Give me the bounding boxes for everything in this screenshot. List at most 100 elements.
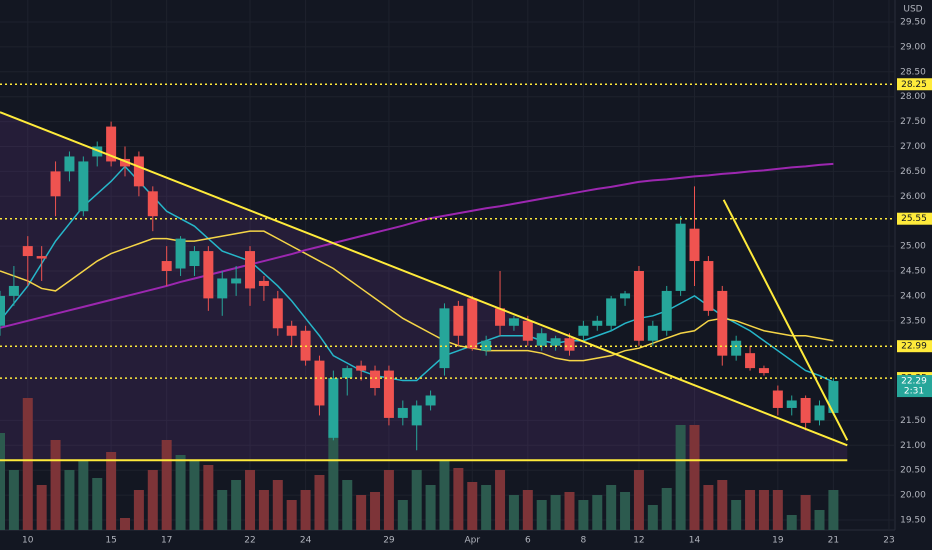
candle-body bbox=[800, 397, 811, 423]
volume-bar bbox=[467, 482, 478, 530]
candle-body bbox=[272, 298, 283, 329]
volume-bar bbox=[717, 480, 728, 530]
moving-average bbox=[0, 230, 834, 362]
level-label-box bbox=[897, 340, 932, 353]
volume-bar bbox=[564, 492, 575, 530]
volume-bar bbox=[592, 495, 603, 530]
volume-bar bbox=[786, 515, 797, 530]
level-label-box bbox=[897, 78, 932, 91]
volume-bar bbox=[800, 495, 811, 530]
x-tick-label: 6 bbox=[525, 536, 531, 546]
volume-bar bbox=[606, 485, 617, 530]
y-tick-label: 20.00 bbox=[900, 491, 926, 501]
trendline bbox=[0, 111, 848, 447]
candle-body bbox=[425, 395, 436, 406]
candle-body bbox=[258, 280, 269, 286]
candle-body bbox=[356, 365, 367, 371]
y-tick-label: 26.00 bbox=[900, 192, 926, 202]
candle-body bbox=[522, 320, 533, 341]
volume-bar bbox=[536, 500, 547, 530]
candle-body bbox=[78, 161, 89, 212]
volume-bar bbox=[745, 490, 756, 530]
candle-body bbox=[772, 390, 783, 408]
candle-body bbox=[453, 305, 464, 336]
volume-bar bbox=[731, 500, 742, 530]
x-tick-label: 22 bbox=[244, 536, 255, 546]
candle-body bbox=[342, 368, 353, 379]
x-tick-label: 17 bbox=[161, 536, 172, 546]
level-label: 28.25 bbox=[901, 80, 927, 90]
volume-bar bbox=[231, 480, 242, 530]
volume-bar bbox=[689, 425, 700, 530]
volume-bar bbox=[383, 470, 394, 530]
y-tick-label: 29.50 bbox=[900, 18, 926, 28]
volume-bar bbox=[300, 490, 311, 530]
volume-bar bbox=[189, 460, 200, 530]
candle-body bbox=[717, 290, 728, 356]
moving-average bbox=[0, 162, 834, 329]
volume-bar bbox=[36, 485, 47, 530]
y-tick-label: 21.50 bbox=[900, 416, 926, 426]
x-tick-label: 23 bbox=[883, 536, 894, 546]
y-tick-label: 27.50 bbox=[900, 117, 926, 127]
volume-bar bbox=[78, 460, 89, 530]
candle-body bbox=[22, 246, 33, 257]
candle-body bbox=[133, 156, 144, 187]
volume-bar bbox=[425, 485, 436, 530]
candle-body bbox=[231, 278, 242, 284]
candle-body bbox=[161, 261, 172, 271]
volume-bar bbox=[647, 505, 658, 530]
y-tick-label: 26.50 bbox=[900, 167, 926, 177]
candle-body bbox=[758, 368, 769, 374]
candle-body bbox=[786, 400, 797, 408]
volume-bar bbox=[286, 500, 297, 530]
volume-bar bbox=[620, 492, 631, 530]
level-label: 25.55 bbox=[901, 214, 927, 224]
candle-body bbox=[814, 405, 825, 421]
volume-bar bbox=[411, 470, 422, 530]
candle-body bbox=[397, 407, 408, 418]
price-label: 22.29 bbox=[901, 377, 927, 387]
candle-body bbox=[536, 333, 547, 346]
candle-body bbox=[383, 370, 394, 418]
y-tick-label: 28.00 bbox=[900, 92, 926, 102]
volume-bar bbox=[772, 490, 783, 530]
volume-bar bbox=[92, 478, 103, 530]
candle-body bbox=[64, 156, 75, 172]
level-label: 22.99 bbox=[901, 342, 927, 352]
candle-body bbox=[8, 285, 19, 296]
x-tick-label: 12 bbox=[633, 536, 644, 546]
volume-bar bbox=[22, 398, 33, 530]
candle-body bbox=[828, 381, 839, 413]
volume-bar bbox=[175, 455, 186, 530]
candle-body bbox=[633, 271, 644, 341]
volume-bar bbox=[758, 490, 769, 530]
candle-body bbox=[661, 290, 672, 331]
trend-fill bbox=[0, 112, 848, 461]
volume-bar bbox=[64, 470, 75, 530]
volume-bar bbox=[578, 500, 589, 530]
candle-body bbox=[606, 298, 617, 326]
volume-bar bbox=[481, 485, 492, 530]
y-tick-label: 25.00 bbox=[900, 242, 926, 252]
volume-bar bbox=[133, 490, 144, 530]
price-label-box bbox=[897, 375, 932, 398]
candle-body bbox=[328, 378, 339, 438]
volume-bar bbox=[0, 433, 5, 530]
volume-bar bbox=[633, 470, 644, 530]
candle-body bbox=[370, 370, 381, 389]
volume-bar bbox=[342, 480, 353, 530]
volume-bar bbox=[147, 470, 158, 530]
y-tick-label: 27.00 bbox=[900, 142, 926, 152]
candle-body bbox=[217, 278, 228, 299]
candle-body bbox=[647, 325, 658, 341]
volume-bar bbox=[828, 490, 839, 530]
candle-body bbox=[411, 405, 422, 426]
currency-label: USD bbox=[903, 5, 922, 15]
volume-bar bbox=[522, 490, 533, 530]
candle-body bbox=[467, 298, 478, 349]
candle-body bbox=[203, 251, 214, 299]
x-tick-label: 24 bbox=[300, 536, 312, 546]
